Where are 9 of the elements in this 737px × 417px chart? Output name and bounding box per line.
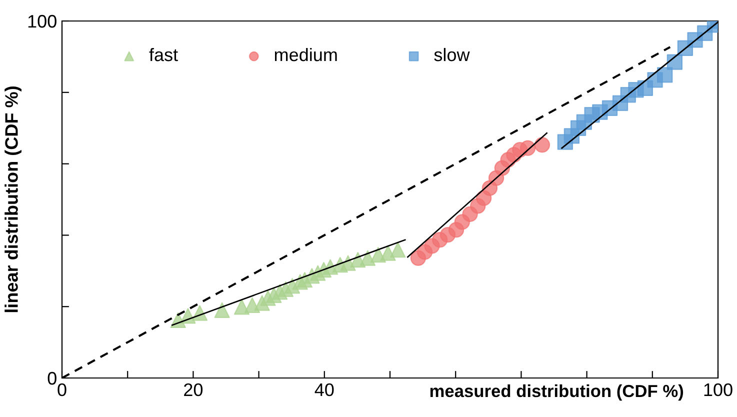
x-tick-label: 20 bbox=[184, 383, 203, 396]
x-tick-label: 100 bbox=[704, 383, 732, 396]
y-axis-title: linear distribution (CDF %) bbox=[4, 86, 22, 312]
legend-label: fast bbox=[149, 48, 178, 62]
legend-label: slow bbox=[434, 48, 470, 62]
legend-label: medium bbox=[274, 48, 337, 62]
x-tick-label: 40 bbox=[314, 383, 334, 396]
x-axis-title: measured distribution (CDF %) bbox=[430, 384, 684, 401]
x-tick-label: 0 bbox=[58, 383, 66, 396]
